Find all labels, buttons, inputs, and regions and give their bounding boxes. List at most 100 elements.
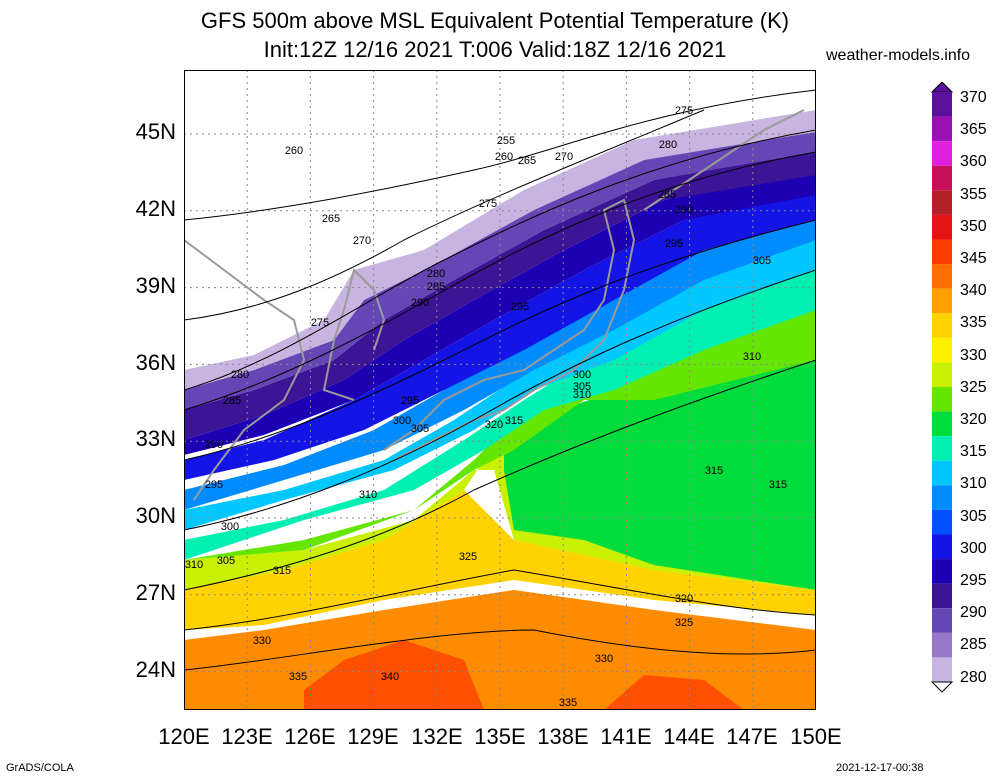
coastline-korea	[322, 268, 386, 401]
contour-label: 295	[665, 238, 683, 250]
x-tick: 126E	[284, 724, 336, 749]
colorbar-label: 310	[960, 475, 987, 493]
colorbar-segment	[932, 411, 952, 437]
contour-label: 295	[205, 479, 223, 491]
colorbar-segment	[932, 657, 952, 682]
contour-label: 335	[559, 697, 577, 709]
band-282	[184, 130, 816, 410]
y-tick: 27N	[135, 580, 176, 605]
colorbar-label: 325	[960, 378, 987, 396]
contour-label: 260	[495, 151, 513, 163]
contour-label: 290	[675, 204, 693, 216]
contour-label: 290	[205, 439, 223, 451]
colorbar-segment	[932, 583, 952, 609]
x-tick: 141E	[600, 724, 652, 749]
coastline-kuril	[643, 109, 805, 211]
contour-label: 295	[401, 395, 419, 407]
contour-label: 320	[485, 419, 503, 431]
contour-label: 305	[411, 423, 429, 435]
y-tick: 33N	[135, 426, 176, 451]
colorbar-segment	[932, 460, 952, 486]
contour-label: 305	[573, 381, 591, 393]
contour-label: 310	[573, 389, 591, 401]
contour-label: 300	[221, 521, 239, 533]
colorbar-segment	[932, 214, 952, 240]
x-tick: 129E	[347, 724, 399, 749]
colorbar-segment	[932, 264, 952, 289]
contour-label: 310	[185, 559, 203, 571]
colorbar-label: 300	[960, 539, 987, 557]
colorbar-segment	[932, 534, 952, 560]
y-tick: 39N	[135, 273, 176, 298]
contour-label: 265	[322, 213, 340, 225]
contour-label: 340	[381, 671, 399, 683]
band-280	[184, 110, 816, 390]
contour-label: 315	[505, 415, 523, 427]
contour-label: 280	[231, 369, 249, 381]
coastline-japan	[383, 198, 636, 461]
map-plot: 275 280 260 255 260 265 270 285 290 275 …	[184, 70, 816, 710]
colorbar-label: 295	[960, 572, 987, 589]
colorbar-segment	[932, 239, 952, 265]
contour-label: 315	[273, 565, 291, 577]
colorbar-label: 370	[960, 89, 987, 106]
colorbar-segment	[932, 608, 952, 633]
colorbar-bottom-arrow	[930, 681, 954, 693]
contour-label: 315	[705, 465, 723, 477]
colorbar-segment	[932, 313, 952, 338]
colorbar-segment	[932, 632, 952, 658]
chart-subtitle: Init:12Z 12/16 2021 T:006 Valid:18Z 12/1…	[263, 37, 727, 62]
colorbar	[930, 82, 954, 693]
contour-label: 300	[393, 415, 411, 427]
colorbar-segment	[932, 387, 952, 412]
x-tick: 144E	[663, 724, 715, 749]
colorbar-segment	[932, 436, 952, 461]
colorbar-label: 345	[960, 250, 987, 267]
contour-label: 285	[223, 395, 241, 407]
colorbar-label: 285	[960, 636, 987, 654]
contour-label: 315	[769, 479, 787, 491]
colorbar-segment	[932, 509, 952, 535]
colorbar-segment	[932, 559, 952, 584]
contour-label: 290	[411, 297, 429, 309]
colorbar-segment	[932, 362, 952, 387]
contour-label: 330	[595, 653, 613, 665]
colorbar-label: 340	[960, 282, 987, 300]
contour-label: 310	[359, 489, 377, 501]
contour-label: 260	[285, 145, 303, 157]
colorbar-segment	[932, 141, 952, 166]
colorbar-segment	[932, 485, 952, 510]
contour-label: 265	[518, 155, 536, 167]
contour-label: 280	[427, 268, 445, 280]
contour-label: 285	[658, 189, 676, 201]
x-tick: 150E	[790, 724, 842, 749]
chart-title: GFS 500m above MSL Equivalent Potential …	[200, 8, 790, 33]
contour-label: 275	[675, 105, 693, 117]
x-tick: 135E	[474, 724, 526, 749]
colorbar-label: 280	[960, 668, 987, 686]
x-tick: 120E	[158, 724, 210, 749]
contour-label: 255	[497, 135, 515, 147]
contour-label: 325	[675, 617, 693, 629]
contour-label: 295	[511, 301, 529, 313]
y-tick: 42N	[135, 196, 176, 221]
band-290	[184, 170, 816, 455]
contour-label: 275	[479, 198, 497, 210]
contour-label: 270	[353, 235, 371, 247]
colorbar-label: 350	[960, 217, 987, 235]
colorbar-segment	[932, 165, 952, 191]
colorbar-label: 320	[960, 411, 987, 428]
contour-label: 330	[253, 635, 271, 647]
colorbar-label: 315	[960, 443, 987, 461]
colorbar-segment	[932, 190, 952, 215]
colorbar-label: 355	[960, 185, 987, 203]
site-label: weather-models.info	[826, 47, 971, 64]
colorbar-label: 305	[960, 507, 987, 525]
band-335	[304, 640, 484, 710]
band-315	[504, 320, 816, 590]
contour-label: 300	[573, 369, 591, 381]
contour-label: 325	[459, 551, 477, 563]
y-tick: 45N	[135, 119, 176, 144]
contour-label: 285	[427, 281, 445, 293]
colorbar-segment	[932, 116, 952, 142]
